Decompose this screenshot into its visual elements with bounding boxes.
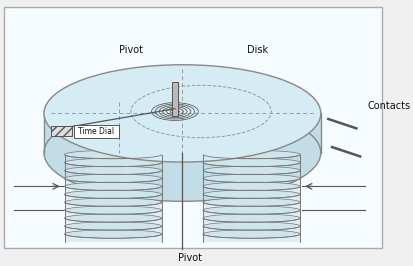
Ellipse shape bbox=[64, 174, 162, 183]
Ellipse shape bbox=[64, 222, 162, 230]
Ellipse shape bbox=[203, 174, 300, 183]
Ellipse shape bbox=[203, 198, 300, 206]
Text: Spring: Spring bbox=[192, 88, 223, 98]
FancyBboxPatch shape bbox=[4, 7, 382, 248]
Ellipse shape bbox=[203, 222, 300, 230]
Text: Contacts: Contacts bbox=[368, 101, 411, 111]
Text: Time Dial: Time Dial bbox=[78, 127, 114, 136]
Ellipse shape bbox=[203, 158, 300, 167]
Ellipse shape bbox=[203, 214, 300, 222]
Ellipse shape bbox=[64, 214, 162, 222]
Polygon shape bbox=[44, 113, 321, 153]
Ellipse shape bbox=[64, 198, 162, 206]
FancyBboxPatch shape bbox=[172, 82, 178, 116]
Ellipse shape bbox=[203, 206, 300, 214]
Ellipse shape bbox=[64, 158, 162, 167]
Ellipse shape bbox=[64, 166, 162, 175]
Ellipse shape bbox=[64, 182, 162, 190]
Text: Pivot: Pivot bbox=[119, 45, 143, 55]
Ellipse shape bbox=[64, 190, 162, 198]
Ellipse shape bbox=[44, 104, 321, 201]
FancyBboxPatch shape bbox=[52, 126, 72, 136]
Ellipse shape bbox=[203, 150, 300, 159]
Polygon shape bbox=[64, 155, 162, 242]
Ellipse shape bbox=[203, 190, 300, 198]
Ellipse shape bbox=[64, 230, 162, 238]
Ellipse shape bbox=[44, 65, 321, 162]
Ellipse shape bbox=[64, 206, 162, 214]
Ellipse shape bbox=[64, 150, 162, 159]
Ellipse shape bbox=[203, 166, 300, 175]
Text: Pivot: Pivot bbox=[178, 253, 202, 263]
FancyBboxPatch shape bbox=[74, 124, 119, 138]
Ellipse shape bbox=[203, 182, 300, 190]
Polygon shape bbox=[203, 155, 300, 242]
Text: Disk: Disk bbox=[247, 45, 268, 55]
Ellipse shape bbox=[203, 230, 300, 238]
